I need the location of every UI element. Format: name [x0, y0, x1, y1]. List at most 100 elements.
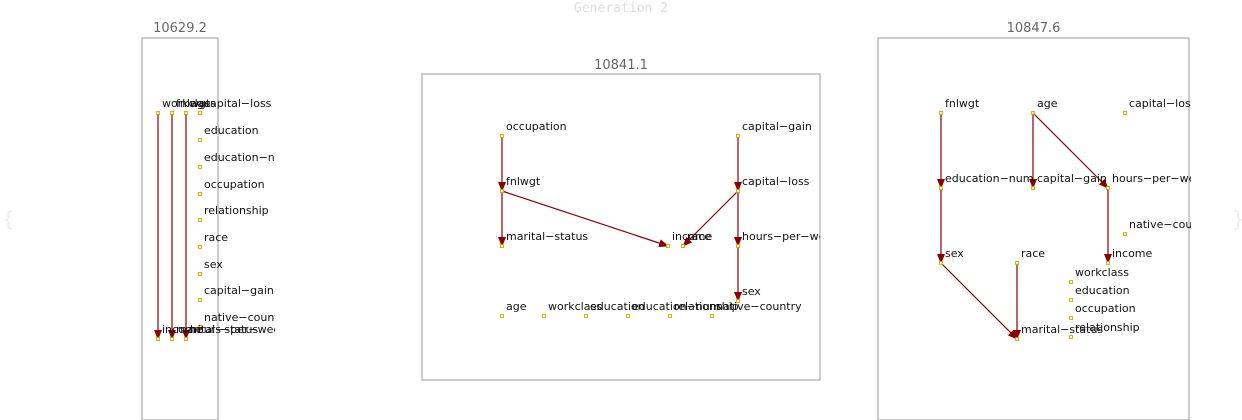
right-bracket-glyph: }: [1232, 207, 1242, 231]
node-label-sex: sex: [204, 258, 223, 271]
node-label-education-num: education−num: [945, 172, 1033, 185]
node-race: [681, 244, 685, 248]
node-label-hours-per-week: hours−per−wee: [190, 323, 280, 336]
node-label-native-country: native−count: [204, 311, 279, 324]
node-label-hours-per-week: hours−per−we: [1112, 172, 1196, 185]
node-label-capital-loss: capital−loss: [742, 175, 810, 188]
node-label-sex: sex: [945, 247, 964, 260]
node-marital-status: [500, 244, 504, 248]
panel-score: 10847.6: [1007, 21, 1061, 36]
node-label-sex: sex: [742, 285, 761, 298]
graph-panel-3: 10847.6 fnlwgt age capital−loss education−nu…: [877, 21, 1197, 420]
node-fnlwgt: [170, 111, 174, 115]
node-label-occupation: occupation: [1075, 302, 1136, 315]
node-label-education-num: education−num: [632, 300, 720, 313]
node-workclass: [542, 314, 546, 318]
node-label-capital-gain: capital−gain: [1037, 172, 1107, 185]
node-sex: [736, 299, 740, 303]
node-marital-status: [1015, 337, 1019, 341]
node-occupation: [1069, 316, 1073, 320]
node-capital-gain: [1031, 186, 1035, 190]
node-capital-gain: [198, 298, 202, 302]
node-race: [198, 245, 202, 249]
node-label-race: race: [204, 231, 228, 244]
node-label-relationship: relationship: [1075, 321, 1140, 334]
node-education: [1069, 298, 1073, 302]
node-capital-loss: [1123, 111, 1127, 115]
node-label-education: education: [590, 300, 645, 313]
node-fnlwgt: [939, 111, 943, 115]
node-race: [1015, 261, 1019, 265]
node-education-num: [939, 186, 943, 190]
node-hours-per-week: [736, 244, 740, 248]
node-label-education-num: education−nu: [204, 151, 282, 164]
node-age: [1031, 111, 1035, 115]
edge-sex-to-marital-status: [940, 262, 1018, 340]
edge-age-to-hours-per-week: [1032, 112, 1109, 189]
node-label-race: race: [1021, 247, 1045, 260]
node-sex: [939, 261, 943, 265]
left-bracket-glyph: {: [2, 207, 15, 231]
node-income: [1106, 261, 1110, 265]
edge-fnlwgt-to-income: [501, 190, 669, 247]
node-fnlwgt: [500, 189, 504, 193]
node-label-hours-per-week: hours−per−we: [742, 230, 826, 243]
node-label-fnlwgt: fnlwgt: [945, 97, 980, 110]
node-relationship: [668, 314, 672, 318]
graph-panel-2: 10841.1 occupation capital−gain fnlwgt capit…: [421, 58, 826, 381]
node-relationship: [1069, 335, 1073, 339]
node-label-workclass: workclass: [548, 300, 602, 313]
panel-frame: [141, 37, 219, 420]
node-workclass: [1069, 280, 1073, 284]
node-age: [184, 111, 188, 115]
panel-frame: [877, 37, 1190, 420]
node-capital-gain: [736, 134, 740, 138]
node-occupation: [198, 192, 202, 196]
generation-title: Generation 2: [574, 1, 668, 16]
node-label-workclass: workclass: [1075, 266, 1129, 279]
node-label-capital-gain: capital−gain: [204, 284, 274, 297]
node-label-income: income: [162, 323, 203, 336]
node-label-fnlwgt: fnlwgt: [506, 175, 541, 188]
node-label-education: education: [1075, 284, 1130, 297]
panel-score: 10841.1: [594, 58, 648, 73]
node-label-age: age: [1037, 97, 1058, 110]
node-label-workclass: workclass: [162, 97, 216, 110]
edge-capital-loss-to-race: [682, 190, 739, 247]
node-capital-loss: [736, 189, 740, 193]
node-label-capital-loss: capital−loss: [204, 97, 272, 110]
panel-score: 10629.2: [153, 21, 207, 36]
node-label-fnlwgt: fnlwgt: [176, 97, 211, 110]
node-label-income: income: [1112, 247, 1153, 260]
node-label-relationship: relationship: [674, 300, 739, 313]
node-relationship: [198, 218, 202, 222]
node-education: [584, 314, 588, 318]
node-label-occupation: occupation: [204, 178, 265, 191]
node-label-capital-loss: capital−loss: [1129, 97, 1197, 110]
node-label-native-country: native−cou: [1129, 218, 1192, 231]
node-label-age: age: [190, 97, 211, 110]
node-label-marital-status: marital−status: [176, 323, 258, 336]
node-label-marital-status: marital−status: [1021, 323, 1103, 336]
node-hours-per-week: [1106, 186, 1110, 190]
node-occupation: [500, 134, 504, 138]
node-label-native-country: native−country: [716, 300, 802, 313]
node-native-country: [710, 314, 714, 318]
node-native-country: [1123, 232, 1127, 236]
node-sex: [198, 272, 202, 276]
node-hours-per-week: [184, 337, 188, 341]
node-label-occupation: occupation: [506, 120, 567, 133]
node-age: [500, 314, 504, 318]
node-education-num: [198, 165, 202, 169]
node-income: [666, 244, 670, 248]
node-label-age: age: [506, 300, 527, 313]
node-label-capital-gain: capital−gain: [742, 120, 812, 133]
node-workclass: [156, 111, 160, 115]
node-label-education: education: [204, 124, 259, 137]
node-label-income: income: [672, 230, 713, 243]
node-capital-loss: [198, 111, 202, 115]
node-label-relationship: relationship: [204, 204, 269, 217]
node-income: [156, 337, 160, 341]
